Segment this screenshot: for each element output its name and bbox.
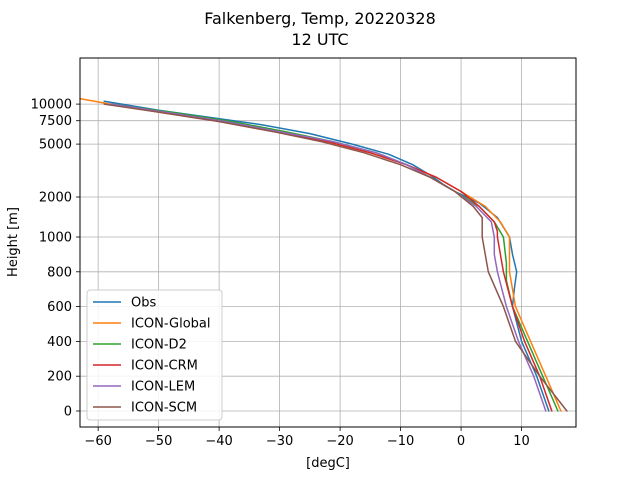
legend: Obs ICON-Global ICON-D2 ICON-CRM ICON-LEM ICO…	[86, 289, 223, 421]
series-lines	[79, 97, 568, 412]
x-tick-label: −10	[387, 434, 414, 449]
axis-ticks: −60 −50 −40 −30 −20 −10 0 100200400600800100020…	[31, 98, 530, 449]
chart-title: Falkenberg, Temp, 20220328	[204, 9, 436, 28]
chart-subtitle: 12 UTC	[291, 30, 348, 49]
legend-label: ICON-Global	[131, 317, 211, 332]
y-tick-label: 1000	[39, 231, 72, 246]
y-tick-label: 10000	[31, 98, 72, 113]
x-tick-label: −20	[326, 434, 353, 449]
y-tick-label: 400	[47, 335, 72, 350]
y-tick-label: 5000	[39, 138, 72, 153]
x-tick-label: −30	[266, 434, 293, 449]
legend-label: ICON-LEM	[131, 380, 195, 395]
y-tick-label: 0	[64, 405, 72, 420]
y-tick-label: 2000	[39, 190, 72, 205]
legend-label: ICON-CRM	[131, 359, 198, 374]
legend-label: Obs	[131, 296, 156, 311]
x-tick-label: −50	[145, 434, 172, 449]
y-tick-label: 600	[47, 300, 72, 315]
y-axis-label: Height [m]	[6, 207, 21, 277]
x-tick-label: −60	[84, 434, 111, 449]
x-tick-label: 10	[513, 434, 530, 449]
x-tick-label: 0	[457, 434, 465, 449]
y-tick-label: 800	[47, 265, 72, 280]
legend-label: ICON-D2	[131, 338, 187, 353]
x-axis-label: [degC]	[306, 456, 350, 471]
y-tick-label: 200	[47, 370, 72, 385]
legend-label: ICON-SCM	[131, 401, 197, 416]
series-line-icon-scm	[103, 103, 568, 412]
plot-frame	[79, 57, 577, 428]
series-line-icon-lem	[109, 103, 547, 412]
x-tick-label: −40	[205, 434, 232, 449]
y-tick-label: 7500	[39, 114, 72, 129]
